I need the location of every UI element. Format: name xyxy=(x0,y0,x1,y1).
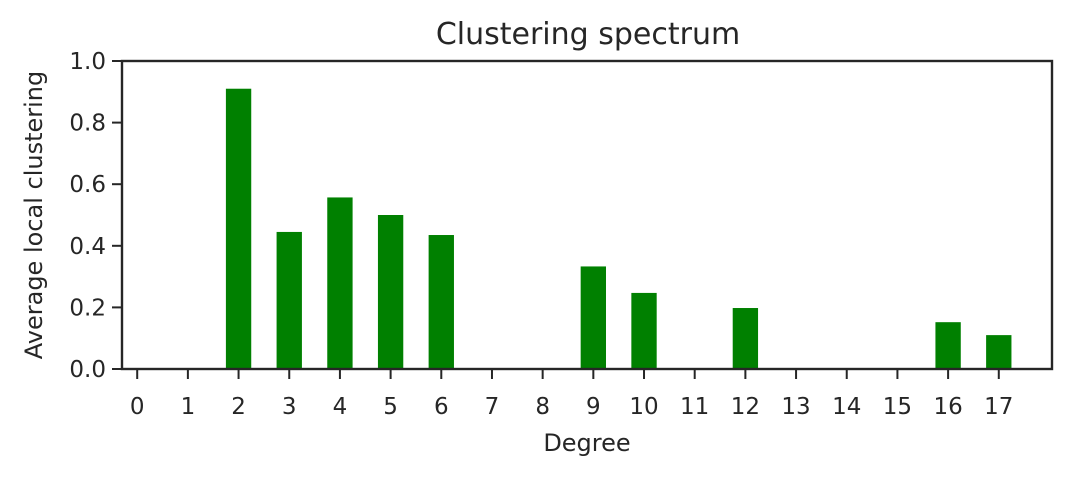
y-axis-label: Average local clustering xyxy=(20,71,48,359)
bar-degree-10 xyxy=(631,292,657,369)
x-tick-label: 15 xyxy=(883,394,912,420)
x-tick-label: 6 xyxy=(434,394,449,420)
y-tick-label: 0.8 xyxy=(69,111,106,137)
x-tick-label: 3 xyxy=(282,394,297,420)
y-tick-label: 0.0 xyxy=(69,357,106,383)
x-tick-label: 16 xyxy=(933,394,962,420)
x-tick-label: 0 xyxy=(130,394,145,420)
x-tick-label: 9 xyxy=(586,394,601,420)
x-tick-label: 11 xyxy=(680,394,709,420)
x-tick-label: 14 xyxy=(832,394,861,420)
x-tick-label: 7 xyxy=(485,394,500,420)
bar-degree-5 xyxy=(377,215,404,369)
x-tick-label: 10 xyxy=(629,394,658,420)
x-tick-label: 5 xyxy=(383,394,398,420)
y-tick-label: 0.4 xyxy=(69,234,106,260)
y-tick-label: 0.2 xyxy=(69,295,106,321)
bar-degree-4 xyxy=(327,197,353,369)
bars-group xyxy=(225,88,1012,369)
x-tick-label: 12 xyxy=(731,394,760,420)
bar-degree-17 xyxy=(986,335,1012,369)
bar-degree-6 xyxy=(428,235,454,369)
x-tick-label: 13 xyxy=(781,394,810,420)
bar-degree-9 xyxy=(580,266,606,369)
x-tick-label: 2 xyxy=(231,394,246,420)
y-axis-ticks: 0.0 0.2 0.4 0.6 0.8 1.0 xyxy=(69,49,122,383)
x-axis-label: Degree xyxy=(543,429,630,457)
x-tick-label: 4 xyxy=(333,394,348,420)
y-tick-label: 1.0 xyxy=(69,49,106,75)
chart-title: Clustering spectrum xyxy=(436,17,740,52)
bar-degree-3 xyxy=(276,231,302,369)
x-tick-label: 1 xyxy=(181,394,196,420)
x-axis-ticks: 0 1 2 3 4 5 6 7 8 9 10 11 12 13 14 15 16 17 xyxy=(130,369,1013,420)
bar-degree-12 xyxy=(732,308,759,369)
x-tick-label: 17 xyxy=(984,394,1013,420)
bar-degree-2 xyxy=(225,88,252,369)
plot-frame xyxy=(120,59,1054,371)
bar-degree-16 xyxy=(935,322,961,369)
x-tick-label: 8 xyxy=(535,394,550,420)
y-tick-label: 0.6 xyxy=(69,172,106,198)
